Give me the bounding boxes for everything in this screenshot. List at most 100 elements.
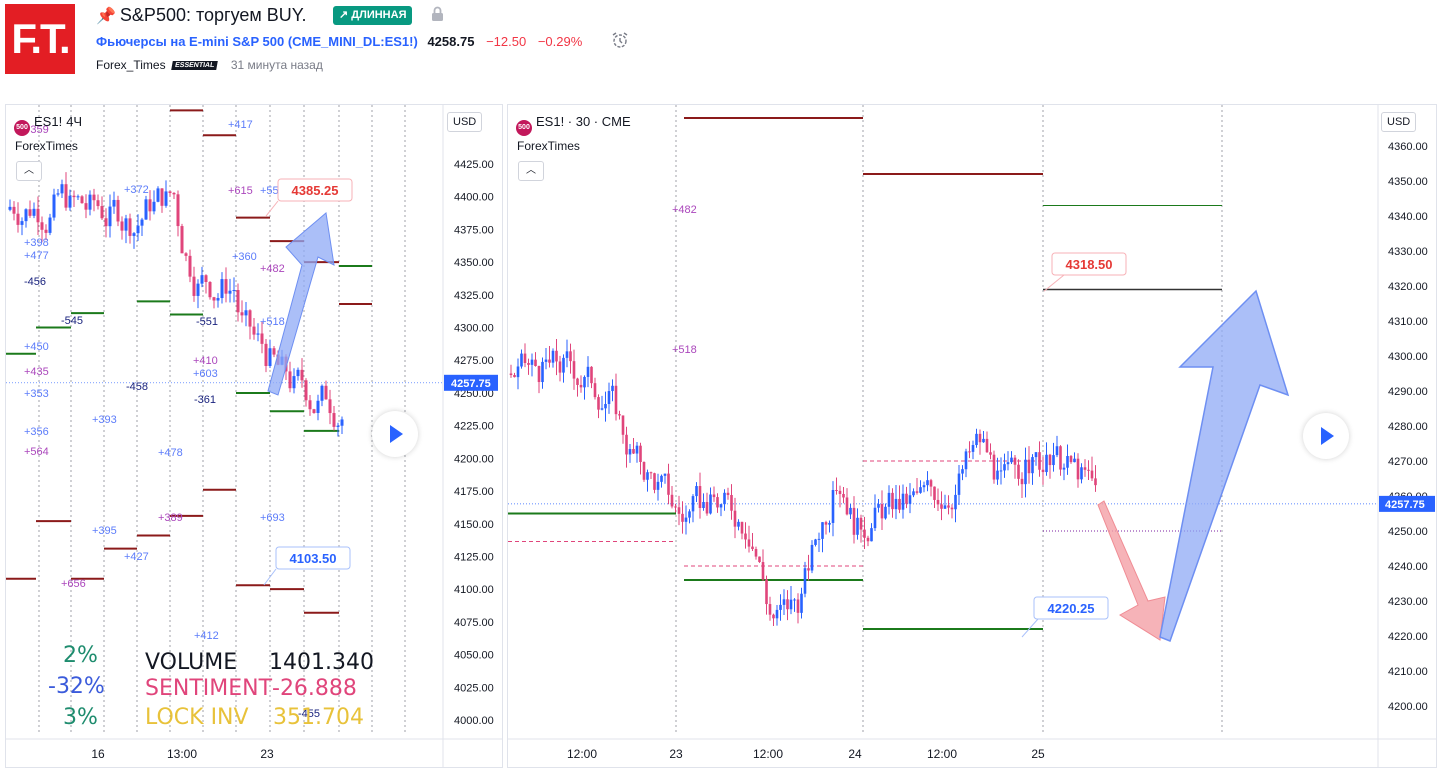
- left-currency-button[interactable]: USD: [447, 112, 483, 132]
- candle-body: [775, 609, 779, 619]
- candle-body: [509, 373, 513, 376]
- overlay-number: +518: [260, 316, 285, 328]
- candle-body: [940, 504, 943, 509]
- alarm-clock-icon[interactable]: [611, 31, 629, 49]
- author-name-link[interactable]: Forex_Times: [96, 58, 166, 72]
- candle-body: [44, 229, 48, 233]
- candle-body: [716, 497, 719, 508]
- candle-body: [308, 400, 312, 410]
- overlay-number: +693: [260, 512, 285, 524]
- candle-body: [232, 290, 236, 292]
- callout-lower-box: [1033, 596, 1109, 620]
- symbol-code-link[interactable]: (CME_MINI_DL:ES1!): [287, 34, 418, 49]
- right-play-button[interactable]: [1303, 413, 1349, 459]
- candle-body: [653, 473, 656, 490]
- left-play-button[interactable]: [372, 411, 418, 457]
- volume-label: VOLUME: [145, 650, 238, 675]
- candle-body: [919, 487, 922, 493]
- candle-body: [1038, 452, 1041, 470]
- candle-body: [870, 528, 873, 542]
- candle-body: [709, 494, 712, 514]
- overlay-number: +564: [24, 446, 49, 458]
- candle-body: [835, 490, 838, 492]
- candle-body: [740, 521, 744, 534]
- overlay-number: +482: [672, 204, 697, 216]
- candle-body: [607, 391, 611, 405]
- right-subtitle: ForexTimes: [517, 139, 580, 153]
- price-tick: 4275.00: [454, 355, 494, 367]
- collapse-legend-button[interactable]: ︿: [16, 161, 42, 181]
- candle-body: [828, 522, 831, 525]
- brand-logo[interactable]: F.T.: [5, 4, 75, 74]
- price-tick: 4075.00: [454, 617, 494, 629]
- candle-body: [256, 333, 260, 335]
- overlay-number: +478: [158, 447, 183, 459]
- candle-body: [28, 209, 32, 216]
- right-chart-panel[interactable]: 4360.00 4350.00 4340.00 4330.00 4320.00 4310.…: [507, 104, 1437, 768]
- candle-body: [698, 486, 702, 509]
- candle-body: [144, 199, 148, 220]
- candle-body: [1027, 459, 1031, 474]
- price-tick: 4375.00: [454, 224, 494, 236]
- candle-body: [978, 433, 982, 443]
- candle-body: [520, 353, 523, 367]
- overlay-number: +356: [24, 426, 49, 438]
- overlay-number: +55: [260, 185, 279, 197]
- price-tick: 4200.00: [1388, 701, 1428, 713]
- candle-body: [320, 385, 324, 401]
- left-chart-canvas[interactable]: 4425.00 4400.00 4375.00 4350.00 4325.00 4300.…: [6, 105, 502, 767]
- candle-body: [859, 517, 863, 530]
- candle-body: [164, 191, 168, 206]
- right-currency-button[interactable]: USD: [1381, 112, 1417, 132]
- stat-pct-bot: 3%: [63, 705, 98, 730]
- price-tick: 4100.00: [454, 584, 494, 596]
- symbol-price: 4258.75: [427, 34, 475, 49]
- candle-body: [863, 529, 866, 538]
- time-tick: 24: [848, 747, 862, 761]
- candle-body: [569, 351, 572, 362]
- candle-body: [628, 449, 632, 455]
- candle-body: [537, 366, 541, 383]
- candle-body: [884, 506, 887, 519]
- collapse-legend-button[interactable]: ︿: [518, 161, 544, 181]
- candle-body: [216, 298, 220, 301]
- lock-inv-value: 351.704: [273, 705, 364, 730]
- candle-body: [1087, 469, 1090, 471]
- candle-body: [565, 351, 569, 358]
- candle-body: [971, 445, 975, 452]
- candle-body: [40, 222, 44, 230]
- candle-body: [702, 502, 705, 509]
- candle-body: [240, 312, 244, 316]
- symbol-description-link[interactable]: Фьючерсы на E-mini S&P 500: [96, 34, 285, 49]
- overlay-number: +395: [92, 525, 117, 537]
- time-tick: 25: [1031, 747, 1045, 761]
- price-tick: 4300.00: [1388, 351, 1428, 363]
- overlay-number: +360: [232, 251, 257, 263]
- candle-body: [894, 498, 898, 510]
- callout-lower-label: 4220.25: [1048, 601, 1095, 616]
- candle-body: [632, 449, 635, 454]
- candle-body: [56, 193, 60, 195]
- candle-body: [180, 226, 184, 254]
- callout-upper-label: 4385.25: [292, 183, 339, 198]
- candle-body: [982, 438, 985, 443]
- candle-body: [782, 599, 786, 605]
- left-symbol-chip[interactable]: 500 ES1! 4Ч: [14, 114, 82, 136]
- candle-body: [593, 383, 597, 398]
- candle-body: [188, 255, 192, 277]
- candle-body: [684, 517, 688, 522]
- left-chart-panel[interactable]: 4425.00 4400.00 4375.00 4350.00 4325.00 4300.…: [5, 104, 503, 768]
- candle-body: [688, 511, 691, 518]
- candle-body: [751, 546, 754, 550]
- candle-body: [558, 361, 562, 373]
- candle-body: [975, 433, 978, 446]
- overlay-number: +518: [672, 344, 697, 356]
- candle-body: [590, 366, 593, 384]
- right-chart-canvas[interactable]: 4360.00 4350.00 4340.00 4330.00 4320.00 4310.…: [508, 105, 1436, 767]
- callout-upper-pointer: [1043, 274, 1065, 292]
- candle-body: [761, 562, 765, 580]
- candle-body: [943, 505, 947, 509]
- right-symbol-chip[interactable]: 500 ES1! · 30 · CME: [516, 114, 631, 136]
- candle-body: [184, 253, 188, 256]
- candle-body: [765, 579, 768, 605]
